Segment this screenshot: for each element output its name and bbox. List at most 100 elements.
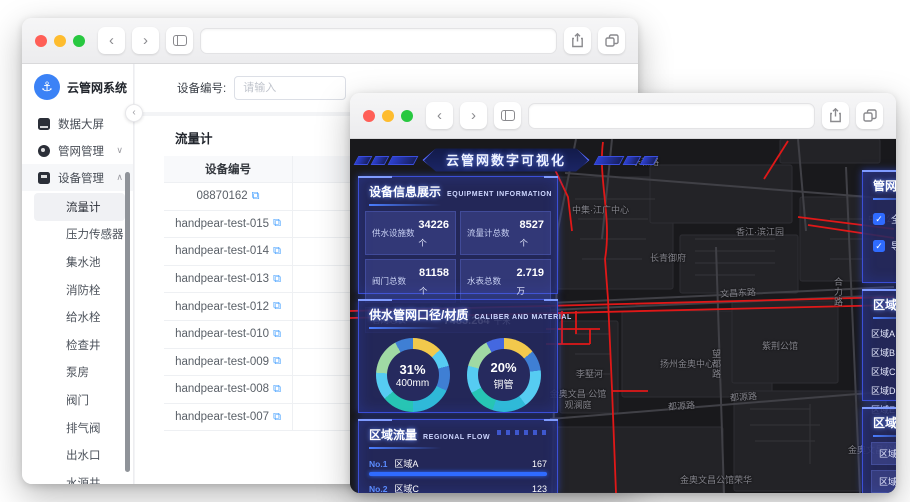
submenu-item-water-source-well[interactable]: 水源井	[66, 477, 101, 484]
map-label: 金奥文昌公馆荣华	[680, 475, 753, 485]
map-label: 扬州金奥中心	[660, 359, 715, 369]
panel-subtitle: REGIONAL FLOW	[423, 434, 491, 441]
submenu-item-pump-house[interactable]: 泵房	[66, 367, 89, 380]
back-button[interactable]: ‹	[98, 27, 125, 54]
stat-valves: 阀门总数 81158 个	[365, 259, 456, 303]
submenu-item-collecting-pool[interactable]: 集水池	[66, 256, 101, 269]
address-bar[interactable]	[200, 27, 557, 54]
copy-icon[interactable]: ⧉	[273, 300, 281, 313]
dashboard-header: 云管网数字可视化	[354, 144, 658, 176]
header-decoration	[354, 155, 419, 165]
map-label: 文昌东路	[719, 287, 757, 299]
sidebar-toggle-button[interactable]	[494, 102, 521, 129]
submenu-item-valve[interactable]: 阀门	[66, 394, 89, 407]
copy-icon[interactable]: ⧉	[273, 217, 281, 230]
minimize-window-icon[interactable]	[54, 34, 66, 47]
flow-rank-row: No.2 区域C 123	[369, 483, 547, 494]
map-label: 紫荆公馆	[762, 341, 799, 351]
region-flow-row: 区域B	[871, 442, 896, 465]
maximize-window-icon[interactable]	[73, 34, 85, 47]
tab-overview-button[interactable]	[856, 102, 883, 129]
sidebar-item-device-management[interactable]: 设备管理 ∧	[22, 164, 133, 191]
device-id-input[interactable]	[234, 76, 347, 100]
copy-icon[interactable]: ⧉	[273, 355, 281, 368]
maximize-window-icon[interactable]	[401, 109, 413, 122]
copy-icon[interactable]: ⧉	[273, 327, 281, 340]
close-window-icon[interactable]	[363, 109, 375, 122]
region-flow-list-panel: 区域流量 区域B 区域C 区域D 区域E	[862, 407, 896, 493]
sidebar: ⚓ 云管网系统 数据大屏 管网管理 ∨ 设备管理 ∧	[22, 64, 143, 484]
layer-option-import[interactable]: ✓ 导入	[863, 232, 896, 259]
regional-flow-panel: 区域流量 REGIONAL FLOW No.1 区域A 167 No.2 区域C…	[358, 419, 558, 493]
region-flow-row: 区域C	[871, 470, 896, 493]
layer-option-select-all[interactable]: ✓ 全选	[863, 205, 896, 232]
header-decoration	[593, 155, 658, 165]
tab-overview-icon	[604, 34, 619, 47]
copy-icon[interactable]: ⧉	[273, 382, 281, 395]
close-window-icon[interactable]	[35, 34, 47, 47]
submenu-item-outlet[interactable]: 出水口	[66, 450, 101, 463]
device-management-icon	[38, 171, 50, 184]
submenu-item-water-hydrant[interactable]: 给水栓	[66, 312, 101, 325]
sidebar-item-pipe-management[interactable]: 管网管理 ∨	[22, 137, 133, 164]
submenu-item-pressure-sensor[interactable]: 压力传感器	[66, 229, 124, 242]
legend-item: 区域A	[863, 324, 896, 343]
front-window: ‹ ›	[350, 93, 896, 493]
tab-overview-button[interactable]	[598, 27, 625, 54]
checkbox-checked-icon[interactable]: ✓	[873, 212, 885, 225]
chevron-up-icon: ∧	[116, 172, 123, 182]
panel-title: 供水管网口径/材质	[369, 308, 469, 322]
back-window-chrome: ‹ ›	[22, 18, 638, 64]
traffic-lights	[35, 34, 85, 47]
dashboard-title: 云管网数字可视化	[445, 153, 566, 168]
app-title: 云管网系统	[67, 80, 128, 95]
copy-icon[interactable]: ⧉	[251, 189, 260, 202]
panel-subtitle: EQUIPMENT INFORMATION	[447, 191, 553, 198]
legend-item: 区域C	[863, 362, 896, 381]
minimize-window-icon[interactable]	[382, 109, 394, 122]
panel-subtitle: CALIBER AND MATERIAL	[474, 314, 572, 321]
submenu-item-fire-hydrant[interactable]: 消防栓	[66, 284, 101, 297]
traffic-lights	[363, 109, 413, 122]
checkbox-checked-icon[interactable]: ✓	[873, 239, 885, 252]
address-bar[interactable]	[528, 102, 815, 129]
region-stats-panel: 区域统计 区域A 区域B 区域C 区域D 区域E 0	[862, 289, 896, 415]
chevron-down-icon: ∨	[116, 145, 123, 155]
equipment-info-panel: 设备信息展示 EQUIPMENT INFORMATION 供水设施数 34226…	[358, 176, 558, 333]
panel-title: 管网图层	[873, 179, 896, 193]
share-icon	[572, 33, 583, 48]
submenu-item-flow-meter[interactable]: 流量计	[34, 193, 125, 221]
sidebar-collapse-button[interactable]: ‹	[125, 104, 143, 122]
copy-icon[interactable]: ⧉	[273, 272, 281, 285]
submenu-item-inspection-well[interactable]: 检查井	[66, 339, 101, 352]
legend-item: 区域B	[863, 343, 896, 362]
map-label: 长青御府	[650, 253, 687, 263]
submenu-item-exhaust-valve[interactable]: 排气阀	[66, 422, 101, 435]
forward-button[interactable]: ›	[132, 27, 159, 54]
map-label: 中集·江广中心	[572, 205, 629, 215]
tab-overview-icon	[862, 109, 877, 122]
share-button[interactable]	[564, 27, 591, 54]
map-label: 李墅河	[576, 369, 604, 379]
copy-icon[interactable]: ⧉	[273, 410, 281, 423]
pipe-management-icon	[38, 144, 50, 157]
map-label: 合力路	[833, 277, 843, 307]
map-label: 香江·滨江园	[736, 227, 784, 237]
device-submenu: 流量计 压力传感器 集水池 消防栓 给水栓 检查井 泵房 阀门 排气阀 出水口 …	[22, 193, 133, 484]
share-icon	[830, 108, 841, 123]
caliber-donut-chart: 31% 400mm	[375, 338, 450, 412]
panel-title: 区域流量	[369, 428, 418, 442]
back-button[interactable]: ‹	[426, 102, 453, 129]
sidebar-toggle-button[interactable]	[166, 27, 193, 54]
sidebar-item-data-screen[interactable]: 数据大屏	[22, 110, 133, 137]
sidebar-toggle-icon	[500, 110, 515, 121]
flow-rank-row: No.1 区域A 167	[369, 458, 547, 470]
copy-icon[interactable]: ⧉	[273, 244, 281, 257]
forward-button[interactable]: ›	[460, 102, 487, 129]
share-button[interactable]	[822, 102, 849, 129]
card-title: 流量计	[175, 132, 213, 146]
flow-bar	[369, 472, 547, 476]
sidebar-scrollbar[interactable]	[125, 172, 130, 472]
col-header-device-id: 设备编号	[164, 156, 293, 182]
